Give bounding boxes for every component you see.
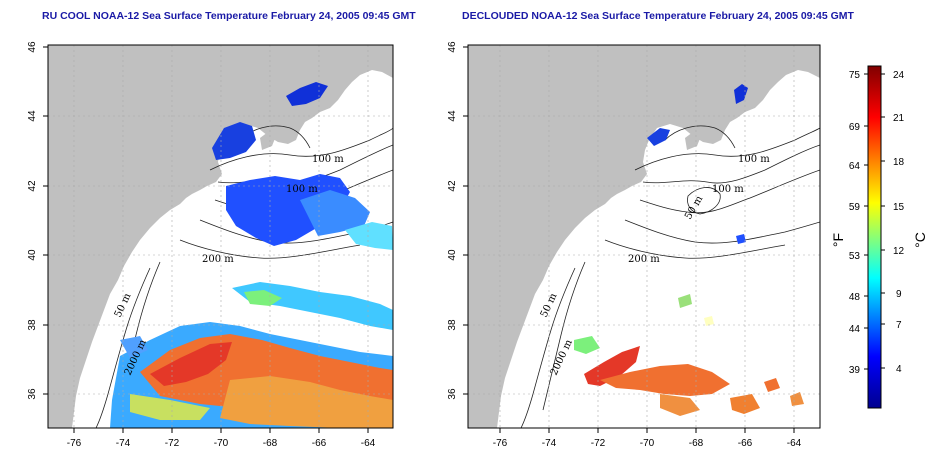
right-y-tick-label: 36 <box>447 388 458 400</box>
left-x-tick-label: -70 <box>214 438 229 449</box>
left-x-tick-label: -64 <box>361 438 376 449</box>
celsius-tick-label: 9 <box>896 289 902 300</box>
left-contour-label-100m-a: 100 m <box>312 154 344 165</box>
right-map-border <box>467 44 821 429</box>
right-y-tick-label: 40 <box>447 249 458 261</box>
right-x-tick-label: -74 <box>542 438 557 449</box>
right-x-tick-label: -76 <box>493 438 508 449</box>
right-gridlines <box>468 45 820 428</box>
fahrenheit-tick-label: 59 <box>849 202 861 213</box>
celsius-tick-label: 12 <box>893 246 905 257</box>
left-contour-label-200m: 200 m <box>202 254 234 265</box>
right-map-title: DECLOUDED NOAA-12 Sea Surface Temperatur… <box>462 10 854 22</box>
left-y-tick-label: 38 <box>27 319 38 331</box>
fahrenheit-tick-label: 64 <box>849 161 861 172</box>
right-y-tick-label: 46 <box>447 41 458 53</box>
left-y-tick-label: 44 <box>27 110 38 122</box>
left-gridlines <box>48 45 393 428</box>
right-x-tick-label: -68 <box>689 438 704 449</box>
left-y-tick-label: 36 <box>27 388 38 400</box>
temperature-colorbar: 75 69 64 59 53 48 44 39 24 21 18 15 12 9… <box>830 65 928 409</box>
left-x-tick-label: -66 <box>312 438 327 449</box>
celsius-tick-label: 18 <box>893 157 905 168</box>
right-y-tick-label: 44 <box>447 110 458 122</box>
right-y-tick-label: 38 <box>447 319 458 331</box>
celsius-tick-label: 7 <box>896 320 902 331</box>
colorbar-ticks <box>864 73 885 370</box>
fahrenheit-tick-label: 69 <box>849 122 861 133</box>
right-land-mass <box>468 45 820 428</box>
right-x-tick-label: -64 <box>787 438 802 449</box>
fahrenheit-tick-label: 53 <box>849 251 861 262</box>
right-bathymetry-contours <box>520 125 820 428</box>
left-y-tick-label: 40 <box>27 249 38 261</box>
left-island <box>260 132 276 150</box>
left-contour-label-100m-b: 100 m <box>286 184 318 195</box>
right-contour-label-100m-b: 100 m <box>712 184 744 195</box>
left-x-tick-label: -76 <box>67 438 82 449</box>
right-island <box>685 132 701 150</box>
celsius-tick-label: 24 <box>893 70 905 81</box>
left-x-tick-label: -74 <box>116 438 131 449</box>
right-axis-ticks <box>463 46 795 433</box>
fahrenheit-tick-label: 39 <box>849 365 861 376</box>
colorbar-gradient <box>867 65 882 409</box>
left-land-mass <box>48 45 393 428</box>
fahrenheit-unit-label: °F <box>830 233 846 247</box>
celsius-tick-label: 15 <box>893 202 905 213</box>
fahrenheit-tick-label: 44 <box>849 324 861 335</box>
fahrenheit-tick-label: 75 <box>849 70 861 81</box>
right-contour-label-200m: 200 m <box>628 254 660 265</box>
right-sst-map: 100 m 100 m 50 m 200 m 50 m 2000 m -76 -… <box>447 41 821 449</box>
left-sst-map: 100 m 100 m 200 m 50 m 2000 m -76 -74 -7… <box>27 41 394 449</box>
celsius-unit-label: °C <box>912 232 928 248</box>
celsius-tick-label: 21 <box>893 113 905 124</box>
left-y-tick-label: 46 <box>27 41 38 53</box>
left-x-tick-label: -68 <box>263 438 278 449</box>
right-contour-label-100m-a: 100 m <box>738 154 770 165</box>
left-axis-ticks <box>43 46 369 433</box>
left-map-title: RU COOL NOAA-12 Sea Surface Temperature … <box>42 10 416 22</box>
right-y-tick-label: 42 <box>447 180 458 192</box>
right-x-tick-label: -70 <box>640 438 655 449</box>
celsius-tick-label: 4 <box>896 364 902 375</box>
fahrenheit-tick-label: 48 <box>849 292 861 303</box>
left-sst-cloudy-pixels <box>110 82 393 428</box>
right-x-tick-label: -66 <box>738 438 753 449</box>
left-x-tick-label: -72 <box>165 438 180 449</box>
left-y-tick-label: 42 <box>27 180 38 192</box>
right-x-tick-label: -72 <box>591 438 606 449</box>
